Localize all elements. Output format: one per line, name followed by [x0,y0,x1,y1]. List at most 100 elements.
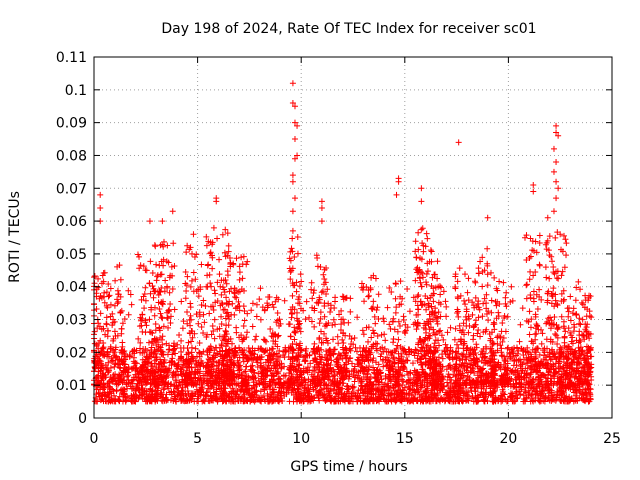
data-point [171,360,178,367]
data-point [415,339,422,346]
data-point [118,356,125,363]
data-point [152,357,159,364]
data-point [298,278,305,285]
data-point [431,340,438,347]
data-point [133,386,140,393]
data-point [359,389,366,396]
data-points [91,80,595,405]
data-point [205,369,212,376]
data-point [370,394,377,401]
data-point [302,347,309,354]
data-point [414,293,421,300]
data-point [236,365,243,372]
data-point [342,354,349,361]
data-point [457,292,464,299]
data-point [516,338,523,345]
data-point [294,233,301,240]
data-point [549,396,556,403]
data-point [479,254,486,261]
data-point [545,381,552,388]
data-point [487,379,494,386]
data-point [323,382,330,389]
data-point [251,398,258,405]
data-point [334,333,341,340]
data-point [267,326,274,333]
data-point [422,243,429,250]
data-point [268,356,275,363]
data-point [219,231,226,238]
data-point [192,276,199,283]
data-point [214,235,221,242]
data-point [341,397,348,404]
data-point [327,385,334,392]
data-point [533,387,540,394]
data-point [317,315,324,322]
data-point [158,391,165,398]
data-point [91,328,98,335]
data-point [250,376,257,383]
data-point [427,359,434,366]
data-point [504,353,511,360]
data-point [437,327,444,334]
data-point [249,323,256,330]
data-point [321,330,328,337]
data-point [472,359,479,366]
data-point [291,324,298,331]
data-point [287,276,294,283]
data-point [435,354,442,361]
data-point [391,388,398,395]
data-point [455,388,462,395]
data-point [294,325,301,332]
data-point [169,285,176,292]
data-point [97,293,104,300]
data-point [344,382,351,389]
data-point [340,339,347,346]
data-point [275,332,282,339]
data-point [511,344,518,351]
data-point [348,393,355,400]
data-point [393,373,400,380]
data-point [393,382,400,389]
data-point [477,258,484,265]
data-point [288,245,295,252]
data-point [139,382,146,389]
data-point [287,257,294,264]
data-point [473,304,480,311]
data-point [207,250,214,257]
data-point [524,365,531,372]
data-point [520,352,527,359]
data-point [345,358,352,365]
data-point [318,346,325,353]
data-point [289,235,296,242]
data-point [204,272,211,279]
data-point [330,316,337,323]
data-point [251,354,258,361]
data-point [151,312,158,319]
data-point [144,376,151,383]
data-point [369,357,376,364]
data-point [400,363,407,370]
data-point [312,356,319,363]
data-point [214,279,221,286]
data-point [413,397,420,404]
data-point [186,316,193,323]
data-point [257,316,264,323]
data-point [297,271,304,278]
data-point [221,286,228,293]
data-point [236,366,243,373]
data-point [139,349,146,356]
data-point [297,305,304,312]
data-point [314,347,321,354]
data-point [399,358,406,365]
data-point [209,322,216,329]
data-point [189,334,196,341]
data-point [508,283,515,290]
data-point [100,380,107,387]
data-point [420,390,427,397]
data-point [198,379,205,386]
data-point [432,361,439,368]
data-point [189,354,196,361]
data-point [233,287,240,294]
data-point [274,368,281,375]
data-point [188,277,195,284]
